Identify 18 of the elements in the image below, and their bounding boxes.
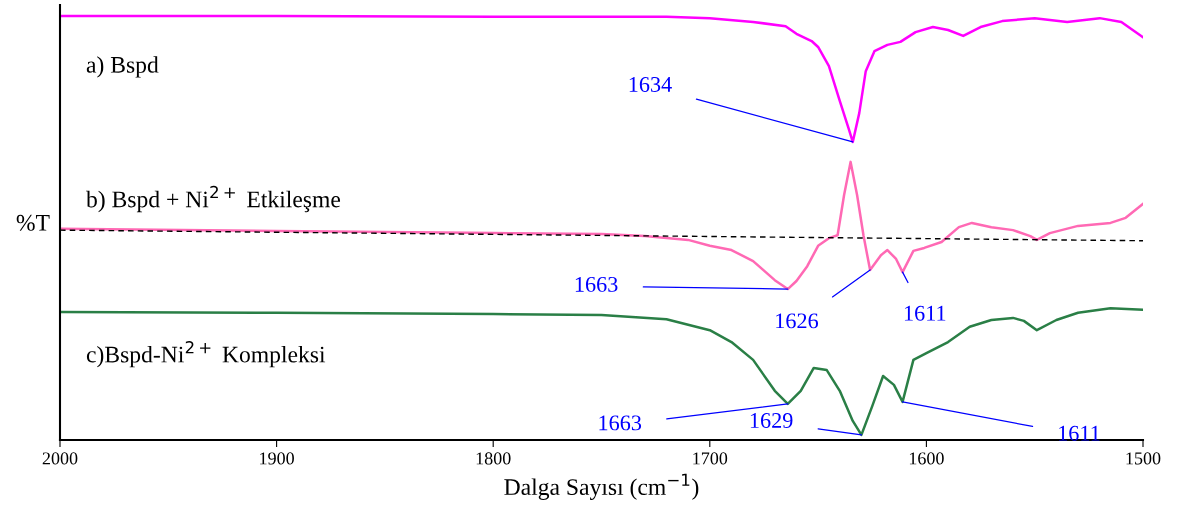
annotation: 1611 (904, 305, 946, 321)
y-axis-title: %T (16, 214, 50, 231)
annotation: 1626 (776, 313, 819, 329)
annotation: 1634 (629, 77, 672, 92)
annotation: 1629 (750, 413, 793, 428)
x-tick-label: 2000 (42, 452, 78, 465)
x-tick-label: 1600 (909, 452, 944, 465)
x-tick-label: 1700 (693, 452, 728, 465)
series-label: a) Bspd (86, 56, 159, 78)
series-label: b) Bspd + Ni$^{2+}$ Etkileşme (85, 185, 341, 213)
x-axis-title: Dalga Sayısı (cm$^{−1}$) (504, 473, 699, 500)
annotation: 1663 (599, 415, 642, 431)
x-tick-label: 1800 (476, 452, 511, 465)
series-label: c)Bspd-Ni$^{2+}$ Kompleksi (86, 341, 326, 368)
x-tick-label: 1500 (1126, 452, 1161, 465)
x-tick-label: 1900 (260, 452, 294, 465)
annotation: 1611 (1059, 425, 1100, 441)
annotation: 1663 (575, 276, 618, 292)
